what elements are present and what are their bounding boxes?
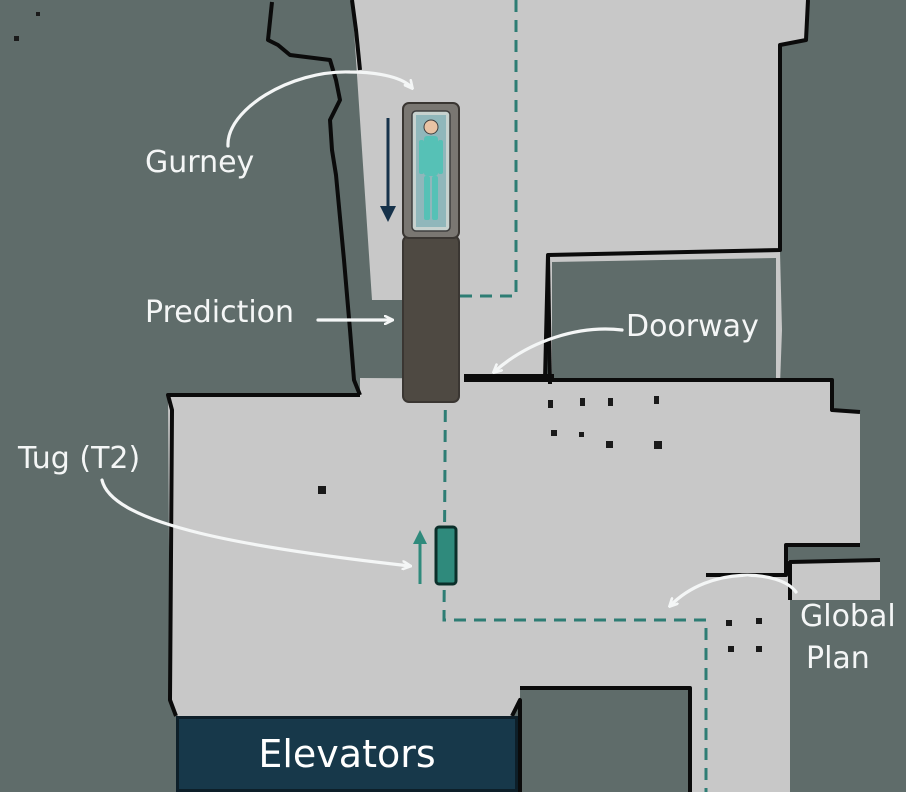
tug-pointer-arrow xyxy=(100,478,410,566)
prediction-label: Prediction xyxy=(145,295,295,330)
tug-label: Tug (T2) xyxy=(18,441,141,476)
gurney-pointer-arrow xyxy=(226,70,412,148)
global-plan-path xyxy=(442,0,708,792)
tug-icon xyxy=(434,525,458,586)
global-plan-pointer-arrow xyxy=(670,573,798,606)
doorway-label: Doorway xyxy=(626,309,759,344)
elevators-label: Elevators xyxy=(258,732,436,776)
wall-block-lower-right xyxy=(520,688,690,792)
elevators-banner: Elevators xyxy=(176,716,518,792)
global-plan-label-line2: Plan xyxy=(806,641,870,676)
prediction-box xyxy=(402,235,460,403)
doorway-wall xyxy=(464,374,554,382)
doorway-pointer-arrow xyxy=(494,327,624,372)
wall-block-right xyxy=(552,258,776,380)
global-plan-label-line1: Global xyxy=(800,599,896,634)
annotation-arrows xyxy=(100,70,798,606)
gurney-label: Gurney xyxy=(145,145,255,180)
gurney-direction-arrow xyxy=(380,118,396,222)
map-noise xyxy=(14,12,762,652)
gurney-icon xyxy=(402,102,460,239)
tug-direction-arrow xyxy=(413,530,427,584)
